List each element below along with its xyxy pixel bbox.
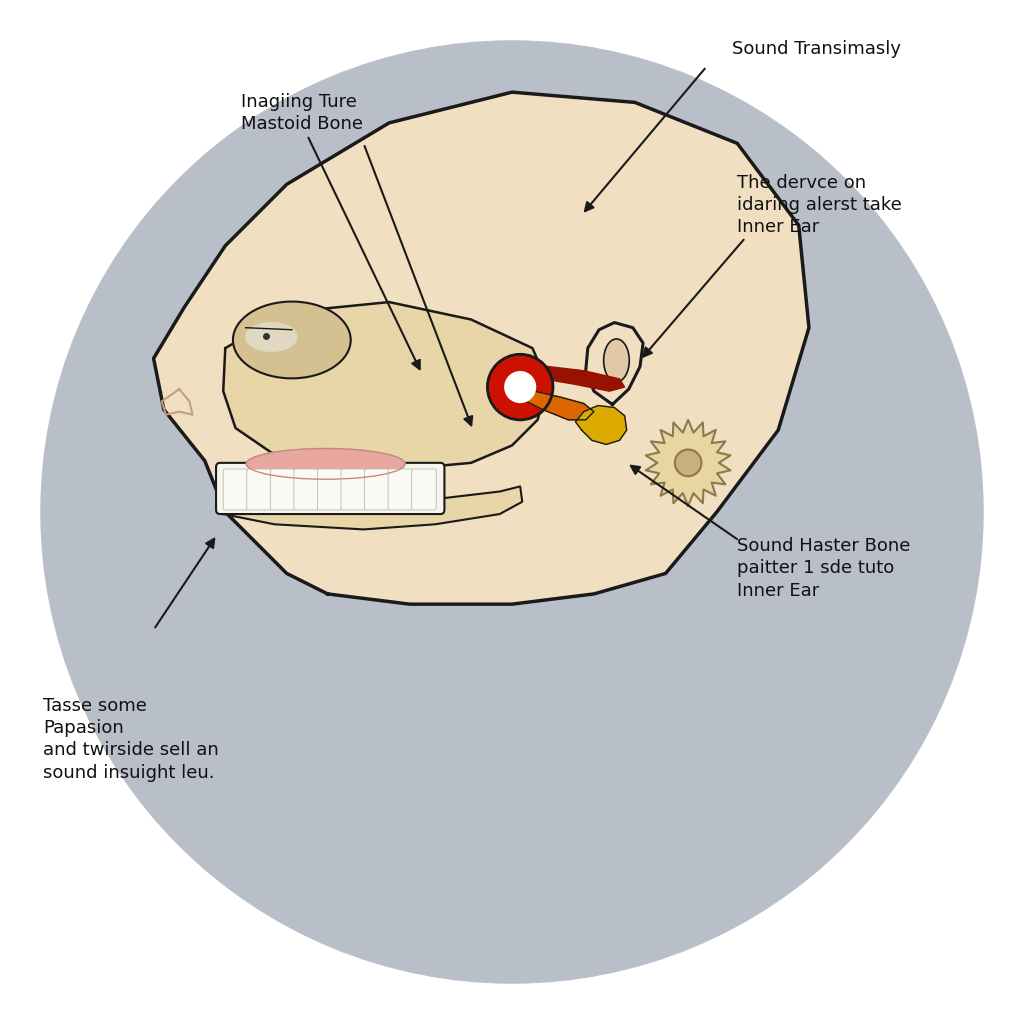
Text: The dervce on
idaring alerst take
Inner Ear: The dervce on idaring alerst take Inner … bbox=[737, 174, 902, 236]
FancyBboxPatch shape bbox=[317, 469, 342, 510]
Text: Sound Transimasly: Sound Transimasly bbox=[732, 40, 901, 58]
Polygon shape bbox=[223, 486, 522, 529]
Polygon shape bbox=[520, 389, 594, 420]
Polygon shape bbox=[154, 92, 809, 604]
Polygon shape bbox=[223, 302, 548, 469]
FancyBboxPatch shape bbox=[223, 469, 248, 510]
Ellipse shape bbox=[246, 323, 297, 351]
FancyBboxPatch shape bbox=[412, 469, 436, 510]
Polygon shape bbox=[510, 364, 625, 391]
Circle shape bbox=[41, 41, 983, 983]
Polygon shape bbox=[646, 420, 730, 506]
Circle shape bbox=[487, 354, 553, 420]
FancyBboxPatch shape bbox=[341, 469, 366, 510]
FancyBboxPatch shape bbox=[388, 469, 413, 510]
Circle shape bbox=[505, 372, 536, 402]
Text: Tasse some
Papasion
and twirside sell an
sound insuight leu.: Tasse some Papasion and twirside sell an… bbox=[43, 697, 219, 781]
Ellipse shape bbox=[604, 339, 629, 382]
Text: Inagiing Ture
Mastoid Bone: Inagiing Ture Mastoid Bone bbox=[241, 92, 362, 133]
FancyBboxPatch shape bbox=[270, 469, 295, 510]
FancyBboxPatch shape bbox=[365, 469, 389, 510]
Ellipse shape bbox=[246, 449, 406, 479]
Circle shape bbox=[675, 450, 701, 476]
FancyBboxPatch shape bbox=[216, 463, 444, 514]
Text: Sound Haster Bone
paitter 1 sde tuto
Inner Ear: Sound Haster Bone paitter 1 sde tuto Inn… bbox=[737, 538, 910, 599]
Ellipse shape bbox=[232, 301, 350, 378]
FancyBboxPatch shape bbox=[294, 469, 318, 510]
FancyBboxPatch shape bbox=[247, 469, 271, 510]
Polygon shape bbox=[586, 323, 643, 404]
Polygon shape bbox=[575, 406, 627, 444]
